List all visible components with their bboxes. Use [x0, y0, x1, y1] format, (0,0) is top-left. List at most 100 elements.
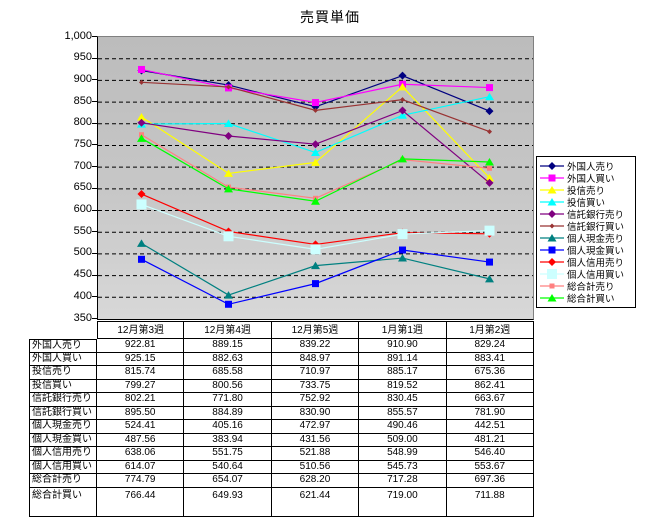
table-value-cell: 490.46 — [359, 420, 447, 434]
data-point-marker — [311, 261, 320, 270]
table-row-label: 個人現金買い — [29, 433, 97, 447]
table-value-cell: 802.21 — [97, 393, 185, 407]
y-axis-tick — [92, 122, 97, 124]
legend-marker-icon — [540, 223, 564, 229]
data-point-marker — [485, 92, 494, 101]
data-point-marker — [224, 119, 233, 128]
table-value-cell: 774.79 — [97, 474, 185, 488]
legend-item: 個人信用売り — [539, 257, 635, 270]
table-value-cell: 524.41 — [97, 420, 185, 434]
data-point-marker — [400, 97, 405, 103]
data-point-marker — [484, 225, 495, 236]
data-point-marker — [312, 280, 319, 288]
data-point-marker — [486, 84, 493, 92]
table-row-label: 個人現金売り — [29, 420, 97, 434]
data-point-marker — [225, 300, 232, 308]
legend-marker-icon — [540, 197, 564, 206]
y-axis-label: 900 — [73, 72, 92, 85]
data-point-marker — [311, 140, 320, 149]
table-value-cell: 800.56 — [184, 379, 272, 393]
table-value-cell: 752.92 — [271, 393, 360, 407]
legend-label: 信託銀行買い — [567, 221, 625, 233]
table-value-cell: 509.00 — [359, 433, 447, 447]
table-value-cell: 663.67 — [446, 393, 534, 407]
legend-item: 外国人買い — [539, 172, 635, 185]
legend-marker-icon — [540, 294, 564, 302]
legend-label: 個人信用売り — [567, 258, 625, 270]
series-lines — [98, 58, 533, 308]
data-point-marker — [548, 258, 556, 267]
legend-item: 信託銀行売り — [539, 208, 635, 221]
data-point-marker — [548, 246, 556, 254]
data-point-marker — [224, 169, 233, 177]
table-value-cell: 548.99 — [359, 447, 447, 461]
data-point-marker — [547, 269, 557, 280]
table-header-cell: 12月第3週 — [97, 321, 185, 339]
table-corner-cell — [29, 321, 97, 339]
table-value-cell: 649.93 — [184, 487, 272, 517]
legend-marker-icon — [540, 209, 564, 218]
table-value-cell: 771.80 — [184, 393, 272, 407]
table-value-cell: 766.44 — [97, 487, 185, 517]
table-row-label: 外国人買い — [29, 352, 97, 366]
y-axis-tick — [92, 296, 97, 298]
chart-title: 売買単価 — [300, 9, 360, 25]
table-row-label: 総合計買い — [29, 487, 97, 517]
table-value-cell: 882.63 — [184, 352, 272, 366]
y-axis-label: 550 — [73, 224, 92, 237]
y-axis-label: 950 — [73, 51, 92, 64]
data-point-marker — [487, 165, 492, 171]
table-value-cell: 733.75 — [271, 379, 360, 393]
data-point-marker — [311, 148, 320, 157]
table-value-cell: 545.73 — [359, 460, 447, 474]
plot-area — [97, 36, 534, 320]
data-point-marker — [485, 173, 494, 182]
table-row-label: 個人信用売り — [29, 447, 97, 461]
data-point-marker — [224, 291, 233, 299]
legend-marker-icon — [540, 174, 564, 182]
table-value-cell: 472.97 — [271, 420, 360, 434]
table-value-cell: 829.24 — [446, 339, 534, 353]
table-value-cell: 922.81 — [97, 339, 185, 353]
data-point-marker — [223, 231, 234, 242]
table-value-cell: 910.90 — [359, 339, 447, 353]
y-axis-tick — [92, 252, 97, 254]
table-header-cell: 1月第2週 — [446, 321, 534, 339]
data-point-marker — [549, 283, 555, 289]
data-point-marker — [398, 71, 407, 80]
data-point-marker — [137, 190, 146, 199]
table-header-cell: 12月第5週 — [271, 321, 360, 339]
table-value-cell: 883.41 — [446, 352, 534, 366]
table-value-cell: 819.52 — [359, 379, 447, 393]
table-value-cell: 719.00 — [359, 487, 447, 517]
table-value-cell: 405.16 — [184, 420, 272, 434]
data-point-marker — [136, 199, 147, 210]
table-value-cell: 855.57 — [359, 406, 447, 420]
data-point-marker — [548, 209, 556, 218]
data-point-marker — [137, 118, 146, 127]
legend-marker-icon — [540, 258, 564, 267]
data-point-marker — [485, 274, 494, 283]
data-point-marker — [398, 254, 407, 262]
table-value-cell: 889.15 — [184, 339, 272, 353]
table-value-cell: 638.06 — [97, 447, 185, 461]
y-axis-tick — [92, 209, 97, 211]
data-point-marker — [313, 107, 318, 113]
table-value-cell: 487.56 — [97, 433, 185, 447]
table-row-label: 個人信用買い — [29, 460, 97, 474]
legend-marker-icon — [540, 233, 564, 242]
y-axis-tick — [92, 144, 97, 146]
y-axis-tick — [92, 79, 97, 81]
y-axis-label: 500 — [73, 246, 92, 259]
legend-marker-icon — [540, 185, 564, 194]
data-point-marker — [485, 107, 494, 116]
data-point-marker — [226, 84, 231, 90]
table-row-label: 外国人売り — [29, 339, 97, 353]
y-axis-tick — [92, 166, 97, 168]
data-point-marker — [397, 229, 408, 240]
table-value-cell: 614.07 — [97, 460, 185, 474]
table-value-cell: 621.44 — [271, 487, 360, 517]
data-point-marker — [224, 184, 233, 193]
legend-label: 総合計買い — [567, 294, 615, 306]
y-axis-label: 850 — [73, 94, 92, 107]
